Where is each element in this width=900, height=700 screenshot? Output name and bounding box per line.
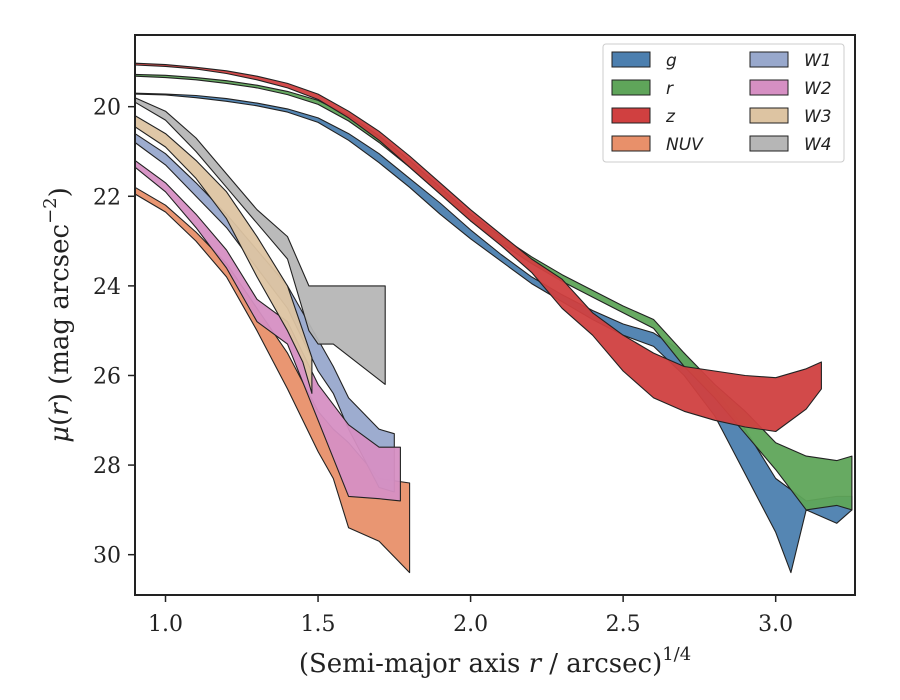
legend-box — [602, 43, 845, 163]
legend-swatch-nuv — [611, 135, 651, 152]
legend-label-z: z — [665, 107, 676, 127]
x-tick-label: 2.5 — [606, 612, 641, 637]
y-tick-label: 20 — [93, 96, 121, 121]
x-tick-label: 1.5 — [301, 612, 336, 637]
band-z — [134, 62, 822, 433]
y-axis: 20 22 24 26 28 30 — [93, 96, 135, 569]
band-w4 — [134, 97, 386, 385]
x-tick-label: 2.0 — [453, 612, 488, 637]
y-tick-label: 24 — [93, 275, 121, 300]
x-axis: 1.0 1.5 2.0 2.5 3.0 — [148, 595, 793, 637]
y-tick-label: 30 — [93, 544, 121, 569]
legend-label-w1: W1 — [804, 51, 832, 71]
legend: grz NUV W1 W2 W3 W4 — [602, 43, 845, 163]
y-tick-label: 26 — [93, 364, 121, 389]
x-axis-title: (Semi-major axis r / arcsec)1/4 — [299, 644, 691, 679]
x-tick-label: 3.0 — [758, 612, 793, 637]
y-tick-label: 22 — [93, 185, 121, 210]
legend-swatch-g — [611, 51, 651, 68]
y-axis-title: μ(r) (mag arcsec−2) — [40, 187, 75, 443]
plot-frame — [134, 34, 856, 596]
legend-label-w4: W4 — [804, 135, 832, 155]
data-bands — [134, 62, 853, 574]
legend-swatch-w4 — [749, 135, 789, 152]
band-w3 — [134, 115, 313, 394]
band-g — [134, 92, 853, 574]
legend-swatch-r — [611, 79, 651, 96]
legend-swatch-w3 — [749, 107, 789, 124]
legend-swatch-w1 — [749, 51, 789, 68]
legend-label-g: g — [666, 51, 677, 71]
legend-label-w2: W2 — [804, 79, 832, 99]
band-w2 — [134, 159, 401, 502]
legend-swatch-w2 — [749, 79, 789, 96]
legend-label-nuv: NUV — [666, 135, 704, 155]
y-tick-label: 28 — [93, 454, 121, 479]
legend-swatch-z — [611, 107, 651, 124]
legend-label-w3: W3 — [804, 107, 832, 127]
legend-label-r: r — [666, 79, 674, 99]
x-tick-label: 1.0 — [148, 612, 183, 637]
